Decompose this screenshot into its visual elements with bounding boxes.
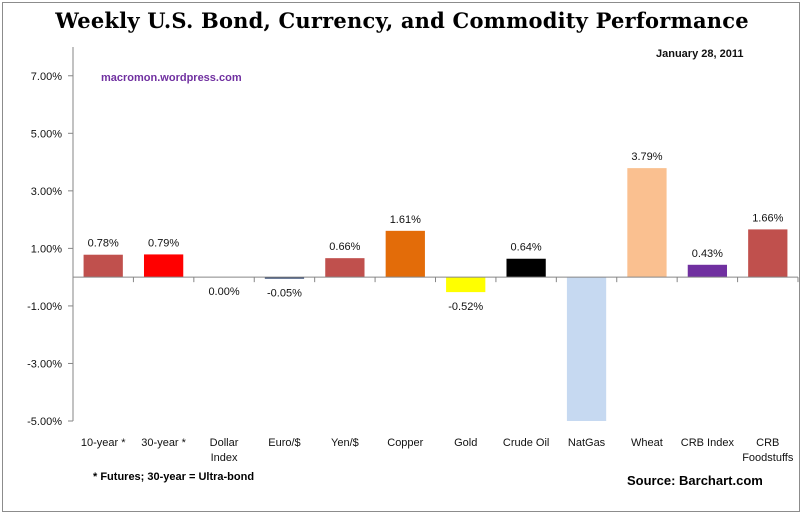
category-label: Wheat bbox=[631, 437, 663, 449]
data-label: 0.64% bbox=[511, 242, 542, 254]
bar-crb-index bbox=[687, 264, 728, 278]
category-label: Crude Oil bbox=[503, 437, 549, 449]
bar-crude-oil bbox=[506, 258, 546, 278]
bar-wheat bbox=[627, 168, 667, 278]
category-label: Yen/$ bbox=[331, 437, 359, 449]
y-tick-label: 5.00% bbox=[31, 128, 62, 140]
data-label: -0.52% bbox=[448, 301, 483, 313]
bar-30-year- bbox=[143, 254, 184, 278]
category-label: Foodstuffs bbox=[742, 452, 794, 464]
category-label: Copper bbox=[387, 437, 423, 449]
source-credit: Source: Barchart.com bbox=[627, 473, 763, 488]
category-label: Gold bbox=[454, 437, 477, 449]
category-label: 30-year * bbox=[141, 437, 186, 449]
labels-group: -5.00% -3.00% -1.00% 1.00% 3.00% 5.00% 7.00% 0.… bbox=[27, 71, 794, 464]
chart-title: Weekly U.S. Bond, Currency, and Commodit… bbox=[55, 8, 749, 33]
y-tick-label: 7.00% bbox=[31, 71, 62, 83]
data-label: 0.43% bbox=[692, 248, 723, 260]
watermark-text: macromon.wordpress.com bbox=[101, 72, 242, 84]
category-label: NatGas bbox=[568, 437, 606, 449]
data-label: 1.61% bbox=[390, 214, 421, 226]
bar-natgas bbox=[566, 277, 607, 421]
bar-10-year- bbox=[83, 254, 123, 278]
bar-euro- bbox=[264, 277, 305, 279]
bars-group bbox=[83, 168, 788, 421]
category-label: Dollar bbox=[210, 437, 239, 449]
bar-crb-foodstuffs bbox=[748, 229, 788, 278]
bar-yen- bbox=[325, 258, 365, 278]
y-tick-label: -3.00% bbox=[27, 358, 62, 370]
bar-gold bbox=[446, 277, 486, 293]
data-label: 1.66% bbox=[752, 212, 783, 224]
data-label: 0.00% bbox=[208, 286, 239, 298]
data-label: -0.05% bbox=[267, 288, 302, 300]
chart-date: January 28, 2011 bbox=[656, 48, 744, 60]
category-label: Index bbox=[211, 452, 238, 464]
data-label: 0.78% bbox=[88, 238, 119, 250]
y-tick-label: 3.00% bbox=[31, 186, 62, 198]
category-label: CRB Index bbox=[681, 437, 735, 449]
category-label: Euro/$ bbox=[268, 437, 300, 449]
bar-copper bbox=[385, 230, 425, 278]
y-tick-label: 1.00% bbox=[31, 243, 62, 255]
data-label: 0.66% bbox=[329, 241, 360, 253]
axes-group bbox=[68, 47, 799, 422]
data-label: 3.79% bbox=[631, 151, 662, 163]
footnote: * Futures; 30-year = Ultra-bond bbox=[93, 471, 255, 483]
y-tick-label: -5.00% bbox=[27, 416, 62, 428]
data-label: 0.79% bbox=[148, 237, 179, 249]
y-tick-label: -1.00% bbox=[27, 301, 62, 313]
category-label: CRB bbox=[756, 437, 779, 449]
category-label: 10-year * bbox=[81, 437, 126, 449]
